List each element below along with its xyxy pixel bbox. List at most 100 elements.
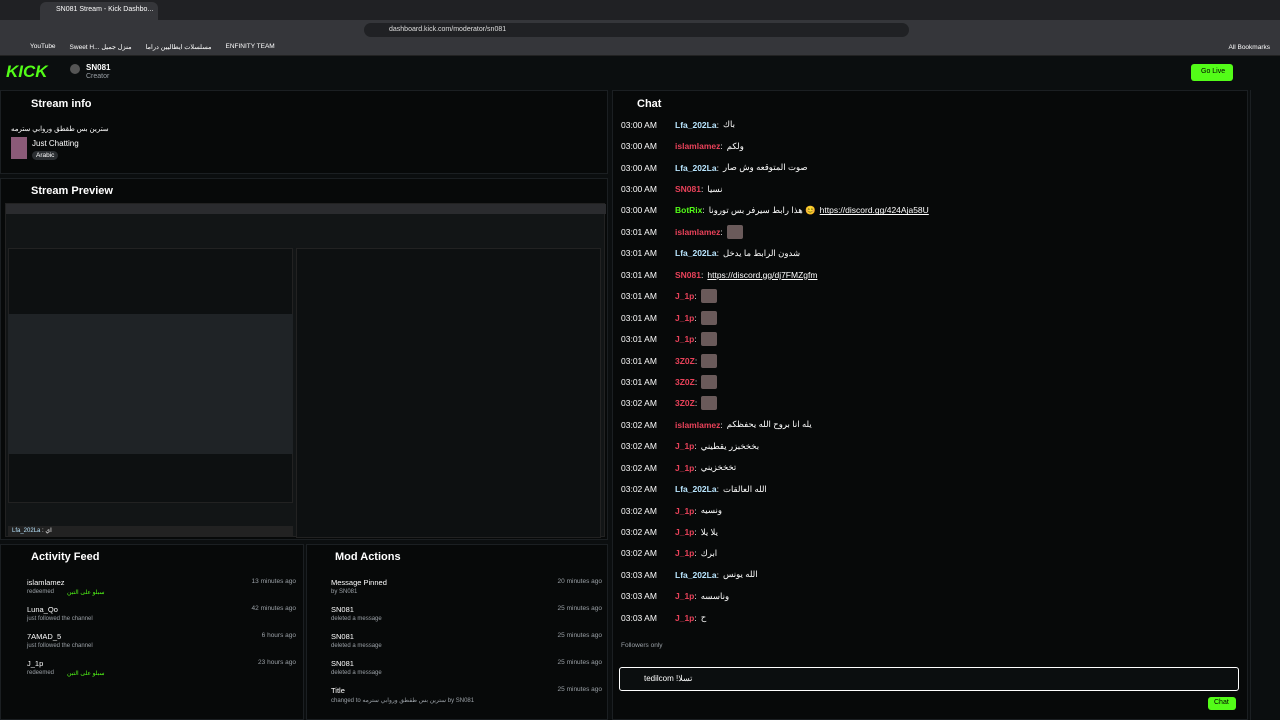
category[interactable]: Just Chatting	[32, 139, 79, 148]
timestamp: 03:02 AM	[621, 441, 657, 452]
feed-reward: سبلو على التبن	[67, 671, 105, 677]
message-text: ولكم	[726, 140, 744, 151]
username[interactable]: islamlamez	[675, 419, 721, 430]
stream-preview-panel: Stream Preview Lfa_202La : اي	[0, 178, 608, 540]
preview-text: : اي	[42, 528, 52, 534]
feed-user: islamlamez	[27, 578, 65, 587]
message-text: يلا يلا	[700, 526, 718, 537]
username[interactable]: SN081	[675, 269, 701, 280]
timestamp: 03:01 AM	[621, 334, 657, 345]
bookmark[interactable]: مسلسلات ايطاليين دراما	[145, 44, 212, 51]
message-text: شدون الرابط ما يدخل	[722, 247, 801, 258]
address-bar-row: dashboard.kick.com/moderator/sn081	[0, 20, 1280, 40]
feed-action: just followed the channel	[27, 643, 93, 649]
username[interactable]: 3Z0Z	[675, 398, 695, 409]
bookmark[interactable]: YouTube	[30, 43, 56, 50]
message-link[interactable]: https://discord.gg/424Aja58U	[819, 205, 929, 216]
bookmark[interactable]: ENFINITY TEAM	[225, 43, 275, 50]
feed-time: 42 minutes ago	[251, 605, 296, 612]
separator: :	[694, 376, 698, 387]
chat-message: 03:01 AM J_1p:	[621, 286, 1221, 307]
username[interactable]: islamlamez	[675, 141, 721, 152]
username[interactable]: J_1p	[675, 612, 695, 623]
chat-input[interactable]: tedilcom !تسلا	[619, 667, 1239, 691]
timestamp: 03:02 AM	[621, 548, 657, 559]
url-bar[interactable]: dashboard.kick.com/moderator/sn081	[364, 23, 909, 37]
stream-title: سترين بس طقطق وروابي سترمه	[11, 126, 109, 133]
separator: :	[720, 141, 723, 152]
timestamp: 03:00 AM	[621, 162, 657, 173]
feed-time: 6 hours ago	[261, 632, 296, 639]
bookmark[interactable]: Sweet H... منزل جميل	[69, 44, 132, 51]
feed-time: 13 minutes ago	[251, 578, 296, 585]
username[interactable]: Lfa_202La	[675, 484, 717, 495]
username[interactable]: Lfa_202La	[675, 119, 717, 130]
username[interactable]: J_1p	[675, 334, 695, 345]
username[interactable]: J_1p	[675, 591, 695, 602]
separator: :	[694, 291, 697, 302]
username[interactable]: 3Z0Z	[675, 376, 695, 387]
feed-user: 7AMAD_5	[27, 632, 62, 641]
username[interactable]: Lfa_202La	[675, 248, 717, 259]
chat-message: 03:02 AM J_1p: تخخخزيني	[621, 457, 1221, 478]
chat-message: 03:00 AM SN081: نسيا	[621, 178, 1221, 199]
username[interactable]: Lfa_202La	[675, 162, 717, 173]
timestamp: 03:02 AM	[621, 398, 657, 409]
message-link[interactable]: https://discord.gg/dj7FMZgfm	[707, 269, 818, 280]
emote	[701, 374, 718, 389]
timestamp: 03:00 AM	[621, 141, 657, 152]
go-live-button[interactable]: Go Live	[1191, 64, 1233, 81]
mod-action-title: SN081	[331, 605, 354, 614]
feed-reward: سبلو على التبن	[67, 590, 105, 596]
activity-feed-panel: Activity Feed islamlamez 13 minutes ago re…	[0, 544, 304, 720]
timestamp: 03:02 AM	[621, 462, 657, 473]
mod-action-time: 25 minutes ago	[557, 605, 602, 612]
chat-message: 03:01 AM J_1p:	[621, 328, 1221, 349]
timestamp: 03:01 AM	[621, 312, 657, 323]
message-text: ابرك	[700, 547, 718, 558]
emote	[700, 332, 717, 347]
followers-only: Followers only	[621, 642, 663, 649]
timestamp: 03:00 AM	[621, 205, 657, 216]
message-text: بخخخبزر يقطيني	[700, 440, 760, 451]
chat-message: 03:03 AM J_1p: ح	[621, 607, 1221, 628]
send-button[interactable]: Chat	[1208, 697, 1236, 710]
timestamp: 03:01 AM	[621, 248, 657, 259]
chat-panel: Chat 03:00 AM Lfa_202La: باك 03:00 AM islaml…	[612, 90, 1248, 720]
chat-message: 03:02 AM J_1p: ابرك	[621, 543, 1221, 564]
feed-user: Luna_Qo	[27, 605, 58, 614]
mod-action-detail: deleted a message	[331, 616, 382, 622]
all-bookmarks[interactable]: All Bookmarks	[1228, 44, 1270, 51]
timestamp: 03:03 AM	[621, 612, 657, 623]
username[interactable]: J_1p	[675, 312, 695, 323]
username[interactable]: SN081	[675, 184, 701, 195]
channel-role: Creator	[86, 73, 110, 80]
feed-time: 23 hours ago	[258, 659, 296, 666]
chat-message: 03:01 AM 3Z0Z:	[621, 371, 1221, 392]
mod-action-detail: changed to سترين بس طقطق وروابي سترمه by…	[331, 698, 475, 704]
separator: :	[694, 527, 697, 538]
channel-name: SN081	[86, 63, 111, 72]
username[interactable]: J_1p	[675, 527, 695, 538]
username[interactable]: J_1p	[675, 548, 695, 559]
mod-action-time: 25 minutes ago	[557, 659, 602, 666]
message-text: ونسيه	[700, 505, 722, 516]
separator: :	[716, 569, 719, 580]
username[interactable]: J_1p	[675, 291, 695, 302]
separator: :	[720, 419, 723, 430]
username[interactable]: J_1p	[675, 462, 695, 473]
username[interactable]: islamlamez	[675, 226, 721, 237]
logo[interactable]: KICK	[6, 62, 48, 81]
panel-title: Mod Actions	[335, 551, 401, 563]
message-text: يله انا بروح الله يحفظكم	[726, 419, 812, 430]
chat-message: 03:02 AM J_1p: يلا يلا	[621, 521, 1221, 542]
chat-message: 03:01 AM 3Z0Z:	[621, 350, 1221, 371]
username[interactable]: J_1p	[675, 441, 695, 452]
chat-message: 03:01 AM SN081: https://discord.gg/dj7FMZg…	[621, 264, 1221, 285]
username[interactable]: 3Z0Z	[675, 355, 695, 366]
message-text: هذا رابط سيرفر بس تورونا 😊	[708, 204, 816, 215]
username[interactable]: BotRix	[675, 205, 703, 216]
username[interactable]: J_1p	[675, 505, 695, 516]
tab[interactable]: SN081 Stream - Kick Dashbo...	[40, 2, 158, 20]
username[interactable]: Lfa_202La	[675, 569, 717, 580]
